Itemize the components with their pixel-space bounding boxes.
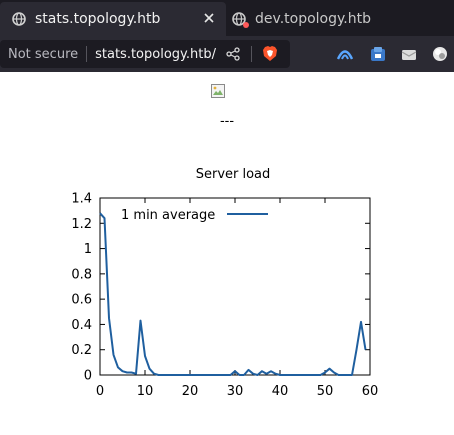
y-tick-label: 0.2 bbox=[71, 343, 92, 358]
y-tick-label: 0.4 bbox=[71, 318, 92, 333]
close-icon[interactable] bbox=[202, 11, 216, 25]
url-text[interactable]: stats.topology.htb/ bbox=[95, 46, 216, 62]
globe-warning-icon bbox=[232, 12, 249, 28]
address-bar[interactable]: Not secure stats.topology.htb/ bbox=[0, 40, 290, 68]
divider bbox=[86, 46, 88, 62]
profile-icon[interactable] bbox=[432, 46, 448, 62]
globe-icon bbox=[12, 12, 26, 26]
separator-text: --- bbox=[219, 114, 235, 129]
chart-title: Server load bbox=[196, 167, 271, 182]
y-tick-label: 0.8 bbox=[71, 267, 92, 282]
server-load-chart: Server load 0 0.2 0.4 0.6 0.8 1 1.2 1.4 0 10 20 30 40… bbox=[71, 167, 379, 399]
tab-title: dev.topology.htb bbox=[255, 11, 371, 27]
share-icon[interactable] bbox=[226, 46, 240, 61]
tab-dev[interactable]: dev.topology.htb bbox=[226, 2, 454, 36]
tab-bar: stats.topology.htb dev.topology.htb bbox=[0, 0, 454, 36]
y-tick-label: 1 bbox=[84, 242, 92, 257]
x-tick-label: 60 bbox=[362, 384, 379, 399]
y-tick-label: 1.2 bbox=[71, 217, 92, 232]
x-tick-label: 30 bbox=[227, 384, 244, 399]
extension-icon[interactable] bbox=[370, 46, 386, 62]
x-tick-label: 10 bbox=[137, 384, 154, 399]
security-indicator[interactable]: Not secure bbox=[8, 46, 79, 62]
y-tick-label: 0.6 bbox=[71, 293, 92, 308]
broken-image-icon bbox=[210, 83, 226, 99]
divider bbox=[251, 46, 252, 62]
warning-dot-icon bbox=[243, 22, 249, 28]
x-tick-label: 50 bbox=[317, 384, 334, 399]
x-tick-label: 0 bbox=[96, 384, 104, 399]
vpn-icon[interactable] bbox=[336, 46, 354, 62]
tab-stats[interactable]: stats.topology.htb bbox=[0, 2, 226, 36]
x-tick-label: 20 bbox=[182, 384, 199, 399]
tab-title: stats.topology.htb bbox=[35, 11, 161, 27]
x-tick-label: 40 bbox=[272, 384, 289, 399]
wallet-icon[interactable] bbox=[401, 46, 417, 62]
navigation-bar: Not secure stats.topology.htb/ bbox=[0, 36, 454, 72]
y-tick-label: 1.4 bbox=[71, 192, 92, 207]
plot-frame bbox=[99, 197, 371, 376]
series-line bbox=[99, 212, 367, 376]
y-tick-label: 0 bbox=[84, 369, 92, 384]
legend-label: 1 min average bbox=[121, 208, 215, 223]
brave-shields-icon[interactable] bbox=[262, 45, 278, 62]
